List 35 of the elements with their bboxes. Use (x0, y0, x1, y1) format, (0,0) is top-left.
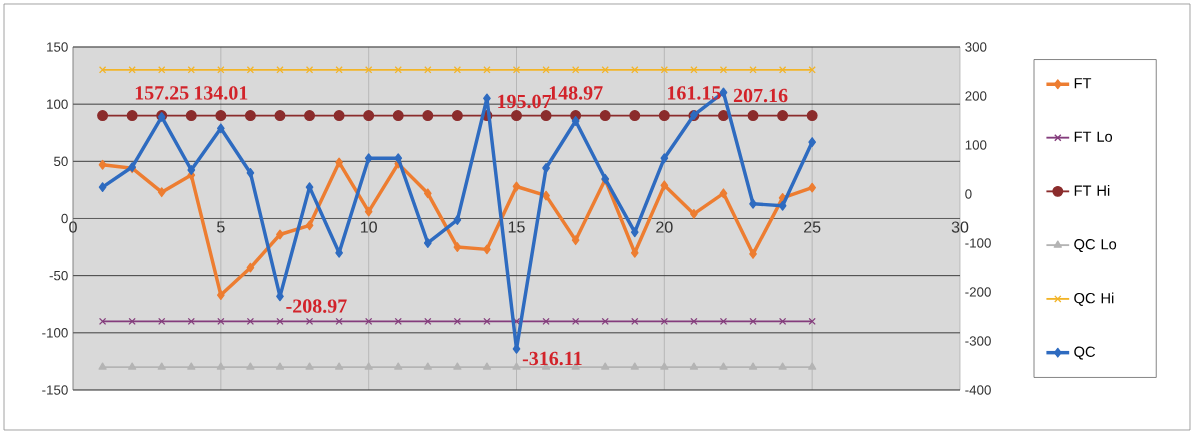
y-tick-label: -150 (42, 385, 68, 395)
data-label: -208.97 (286, 299, 347, 313)
data-label: 134.01 (194, 86, 248, 100)
y-tick-label: -100 (42, 328, 68, 338)
y-tick-label: 150 (47, 42, 68, 52)
data-label: 148.97 (549, 86, 603, 100)
data-label: 157.25 (135, 86, 189, 100)
data-label: -316.11 (522, 351, 582, 366)
legend-label: QC (1074, 346, 1096, 360)
y-tick-label: 0 (61, 213, 68, 224)
legend-label: FT (1074, 78, 1092, 89)
x-tick-label: 5 (217, 221, 225, 233)
legend-label: FT Lo (1074, 131, 1113, 142)
data-label: 161.15 (668, 86, 721, 100)
y2-tick-label: -300 (965, 336, 991, 346)
x-tick-label: 10 (360, 221, 377, 233)
y2-tick-label: -200 (965, 287, 991, 297)
x-tick-label: 15 (508, 221, 525, 233)
y-tick-label: 100 (47, 99, 68, 109)
legend-label: FT Hi (1074, 185, 1110, 196)
x-tick-label: 0 (69, 221, 77, 233)
legend-label: QC Lo (1074, 239, 1117, 253)
y2-tick-label: 100 (965, 140, 987, 150)
y2-tick-label: -100 (965, 238, 991, 248)
legend-label: QC Hi (1074, 292, 1114, 306)
y-tick-label: -50 (49, 270, 68, 281)
y2-tick-label: -400 (965, 385, 991, 395)
data-label: 207.16 (733, 88, 788, 103)
y-tick-label: 50 (54, 156, 68, 167)
y2-tick-label: 200 (965, 91, 987, 101)
x-tick-label: 25 (804, 221, 821, 233)
x-tick-label: 30 (951, 221, 969, 233)
y2-tick-label: 0 (965, 189, 972, 199)
y2-tick-label: 300 (965, 42, 987, 52)
x-tick-label: 20 (656, 221, 673, 233)
